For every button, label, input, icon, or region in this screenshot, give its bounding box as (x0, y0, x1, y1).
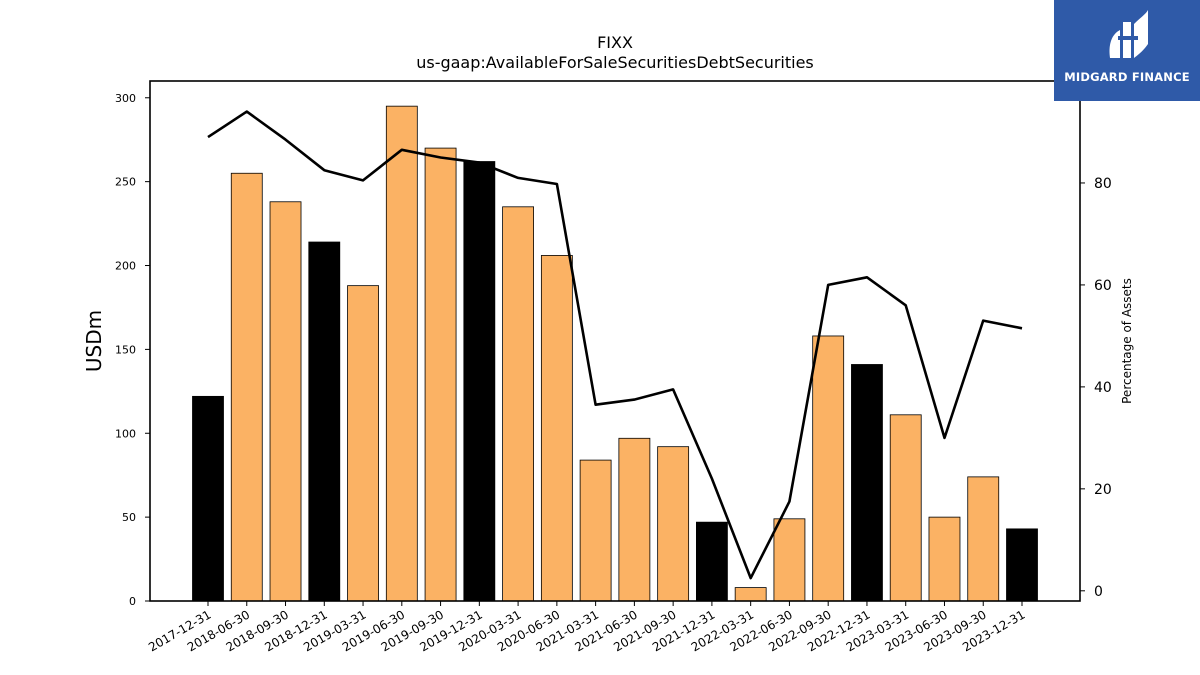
y-axis-left: 0 50 100 150 200 250 300 (115, 92, 150, 608)
logo-mark-icon (1109, 10, 1148, 58)
y-tick-label: 50 (122, 511, 136, 524)
x-axis: 2017-12-312018-06-302018-09-302018-12-31… (146, 601, 1028, 654)
bar (230, 172, 263, 602)
bar (540, 255, 573, 602)
y2-tick-label: 0 (1094, 584, 1103, 600)
bar (734, 587, 767, 602)
bar (192, 395, 224, 602)
bar (385, 105, 418, 602)
bar (424, 147, 457, 602)
line-series (207, 110, 1023, 580)
bar (618, 437, 651, 602)
y-tick-label: 0 (129, 595, 136, 608)
logo: MIDGARD FINANCE (1054, 0, 1200, 101)
bar (967, 476, 1000, 602)
y-tick-label: 200 (115, 260, 136, 273)
y2-tick-label: 40 (1094, 380, 1112, 396)
bar-series (192, 105, 1038, 602)
y2-tick-label: 20 (1094, 482, 1112, 498)
bar (502, 206, 534, 602)
bar (773, 518, 806, 602)
bar (269, 201, 302, 602)
y-axis-right: 0 20 40 60 80 (1080, 176, 1112, 600)
line-path (207, 110, 1023, 580)
bar (812, 335, 845, 602)
y2-axis-label: Percentage of Assets (1120, 278, 1134, 404)
bar (308, 241, 341, 602)
bar (851, 364, 883, 602)
bar (579, 459, 612, 602)
bar (347, 285, 379, 602)
bar (928, 516, 961, 602)
y-tick-label: 300 (115, 92, 136, 105)
bar (463, 161, 496, 602)
chart-subtitle: us-gaap:AvailableForSaleSecuritiesDebtSe… (416, 53, 814, 72)
y-tick-label: 100 (115, 427, 136, 440)
bar (696, 521, 728, 602)
logo-text: MIDGARD FINANCE (1064, 70, 1190, 84)
y-axis-label: USDm (82, 310, 106, 372)
bar (889, 414, 922, 602)
y2-tick-label: 60 (1094, 278, 1112, 294)
y-tick-label: 150 (115, 343, 136, 356)
plot-frame (149, 80, 1081, 602)
bar (657, 446, 690, 602)
chart-title: FIXX (597, 33, 633, 52)
y2-tick-label: 80 (1094, 176, 1112, 192)
y-tick-label: 250 (115, 176, 136, 189)
bar (1006, 528, 1038, 602)
